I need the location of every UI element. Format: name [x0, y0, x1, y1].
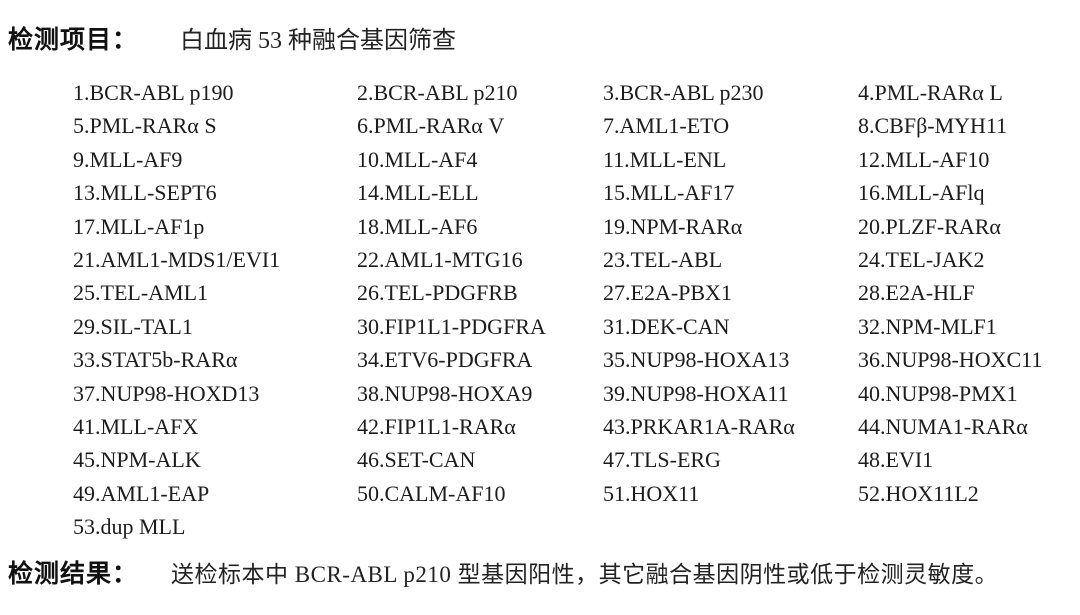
- gene-item: 30.FIP1L1-PDGFRA: [357, 313, 546, 339]
- gene-item: 21.AML1-MDS1/EVI1: [73, 247, 281, 273]
- gene-item: 23.TEL-ABL: [603, 247, 723, 273]
- gene-item: 14.MLL-ELL: [357, 180, 479, 206]
- gene-item: 17.MLL-AF1p: [73, 213, 205, 239]
- gene-item: 51.HOX11: [603, 480, 700, 506]
- gene-item: 52.HOX11L2: [858, 480, 979, 506]
- gene-item: 1.BCR-ABL p190: [73, 80, 234, 105]
- gene-item: 39.NUP98-HOXA11: [603, 380, 789, 406]
- gene-item: 7.AML1-ETO: [603, 113, 730, 139]
- gene-item: 16.MLL-AFlq: [858, 180, 985, 206]
- gene-item: 42.FIP1L1-RARα: [357, 414, 516, 440]
- gene-item: 5.PML-RARα S: [73, 113, 217, 139]
- gene-item: 49.AML1-EAP: [73, 480, 210, 506]
- test-item-value: 白血病 53 种融合基因筛查: [180, 28, 457, 54]
- gene-item: 31.DEK-CAN: [603, 313, 730, 339]
- gene-item: 43.PRKAR1A-RARα: [603, 414, 795, 440]
- gene-item: 44.NUMA1-RARα: [858, 414, 1028, 440]
- gene-item: 10.MLL-AF4: [357, 146, 478, 172]
- test-result-label: 检测结果：: [8, 560, 139, 588]
- test-result-value: 送检标本中 BCR-ABL p210 型基因阳性，其它融合基因阴性或低于检测灵敏…: [171, 562, 999, 587]
- gene-item: 3.BCR-ABL p230: [603, 80, 764, 105]
- gene-item: 32.NPM-MLF1: [858, 313, 997, 339]
- gene-item: 45.NPM-ALK: [73, 447, 201, 473]
- gene-item: 18.MLL-AF6: [357, 213, 478, 239]
- test-item-label: 检测项目：: [8, 26, 139, 54]
- gene-item: 13.MLL-SEPT6: [73, 180, 217, 206]
- gene-item: 28.E2A-HLF: [858, 280, 975, 306]
- test-result-row: 检测结果： 送检标本中 BCR-ABL p210 型基因阳性，其它融合基因阴性或…: [8, 554, 998, 590]
- gene-item: 27.E2A-PBX1: [603, 280, 732, 306]
- gene-item: 8.CBFβ-MYH11: [858, 113, 1008, 139]
- gene-item: 36.NUP98-HOXC11: [858, 347, 1043, 373]
- gene-item: 15.MLL-AF17: [603, 180, 735, 206]
- gene-item: 6.PML-RARα V: [357, 113, 505, 139]
- gene-item: 19.NPM-RARα: [603, 213, 743, 239]
- gene-item: 50.CALM-AF10: [357, 480, 506, 506]
- gene-item: 35.NUP98-HOXA13: [603, 347, 790, 373]
- gene-item: 53.dup MLL: [73, 514, 186, 540]
- gene-item: 47.TLS-ERG: [603, 447, 721, 473]
- gene-item: 20.PLZF-RARα: [858, 213, 1001, 239]
- gene-item: 46.SET-CAN: [357, 447, 476, 473]
- gene-item: 22.AML1-MTG16: [357, 247, 523, 273]
- test-item-header: 检测项目： 白血病 53 种融合基因筛查: [8, 20, 456, 56]
- gene-item: 40.NUP98-PMX1: [858, 380, 1018, 406]
- gene-item: 38.NUP98-HOXA9: [357, 380, 533, 406]
- gene-item: 48.EVI1: [858, 447, 934, 473]
- gene-item: 12.MLL-AF10: [858, 146, 990, 172]
- gene-item: 9.MLL-AF9: [73, 146, 183, 172]
- gene-item: 24.TEL-JAK2: [858, 247, 985, 273]
- gene-item: 4.PML-RARα L: [858, 80, 1003, 105]
- gene-item: 37.NUP98-HOXD13: [73, 380, 260, 406]
- gene-item: 29.SIL-TAL1: [73, 313, 193, 339]
- gene-item: 25.TEL-AML1: [73, 280, 209, 306]
- gene-item: 34.ETV6-PDGFRA: [357, 347, 533, 373]
- gene-item: 26.TEL-PDGFRB: [357, 280, 518, 306]
- gene-item: 41.MLL-AFX: [73, 414, 199, 440]
- gene-item: 33.STAT5b-RARα: [73, 347, 238, 373]
- gene-grid: 1.BCR-ABL p190 2.BCR-ABL p210 3.BCR-ABL p2…: [73, 76, 1073, 544]
- gene-item: 11.MLL-ENL: [603, 146, 727, 172]
- gene-item: 2.BCR-ABL p210: [357, 80, 518, 105]
